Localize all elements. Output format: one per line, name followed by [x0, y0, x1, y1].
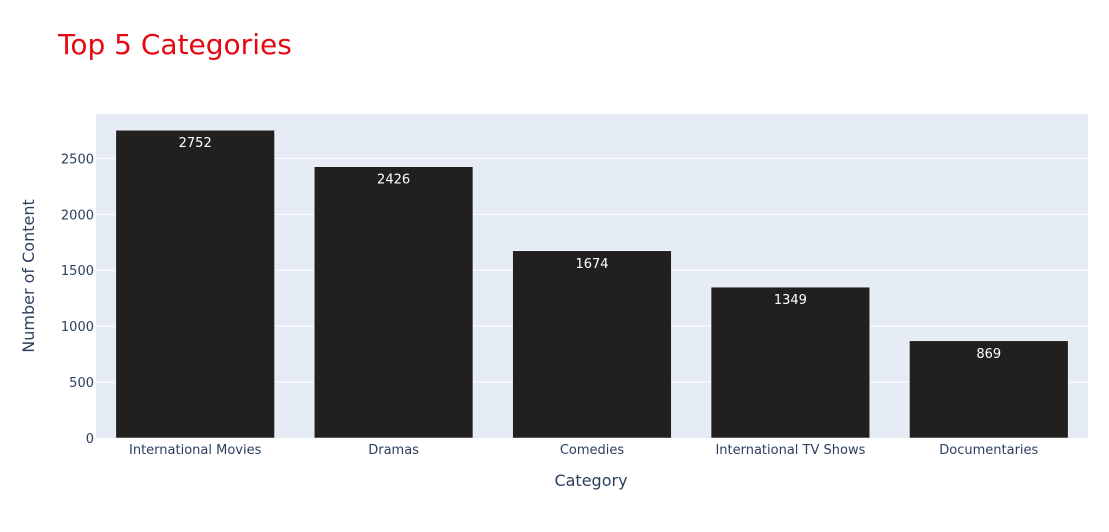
- y-tick-label: 1500: [61, 264, 94, 279]
- y-axis-ticks: 0 500 1000 1500 2000 2500: [61, 152, 94, 447]
- bar-value-label: 2752: [179, 136, 212, 151]
- x-tick-label: Documentaries: [939, 443, 1038, 458]
- bar-value-label: 1674: [575, 257, 608, 272]
- chart-title: Top 5 Categories: [57, 28, 292, 61]
- x-tick-label: Dramas: [368, 443, 419, 458]
- x-tick-label: International Movies: [129, 443, 262, 458]
- x-tick-label: International TV Shows: [715, 443, 865, 458]
- y-tick-label: 2500: [61, 152, 94, 167]
- y-tick-label: 2000: [61, 208, 94, 223]
- y-tick-label: 1000: [61, 320, 94, 335]
- y-tick-label: 500: [69, 376, 94, 391]
- bar[interactable]: [710, 286, 871, 439]
- data-labels: 2752 2426 1674 1349 869: [179, 136, 1002, 362]
- x-axis-title: Category: [554, 471, 627, 490]
- bar-value-label: 2426: [377, 173, 410, 188]
- bar[interactable]: [313, 166, 474, 439]
- x-tick-label: Comedies: [560, 443, 625, 458]
- bar[interactable]: [115, 129, 275, 439]
- x-axis-ticks: International Movies Dramas Comedies Intern…: [129, 443, 1039, 458]
- y-axis-title: Number of Content: [19, 199, 38, 353]
- y-tick-label: 0: [86, 432, 94, 447]
- bar-value-label: 869: [976, 347, 1001, 362]
- bar[interactable]: [909, 340, 1069, 439]
- bar[interactable]: [512, 250, 672, 439]
- bar-value-label: 1349: [774, 293, 807, 308]
- bars: [115, 129, 1069, 439]
